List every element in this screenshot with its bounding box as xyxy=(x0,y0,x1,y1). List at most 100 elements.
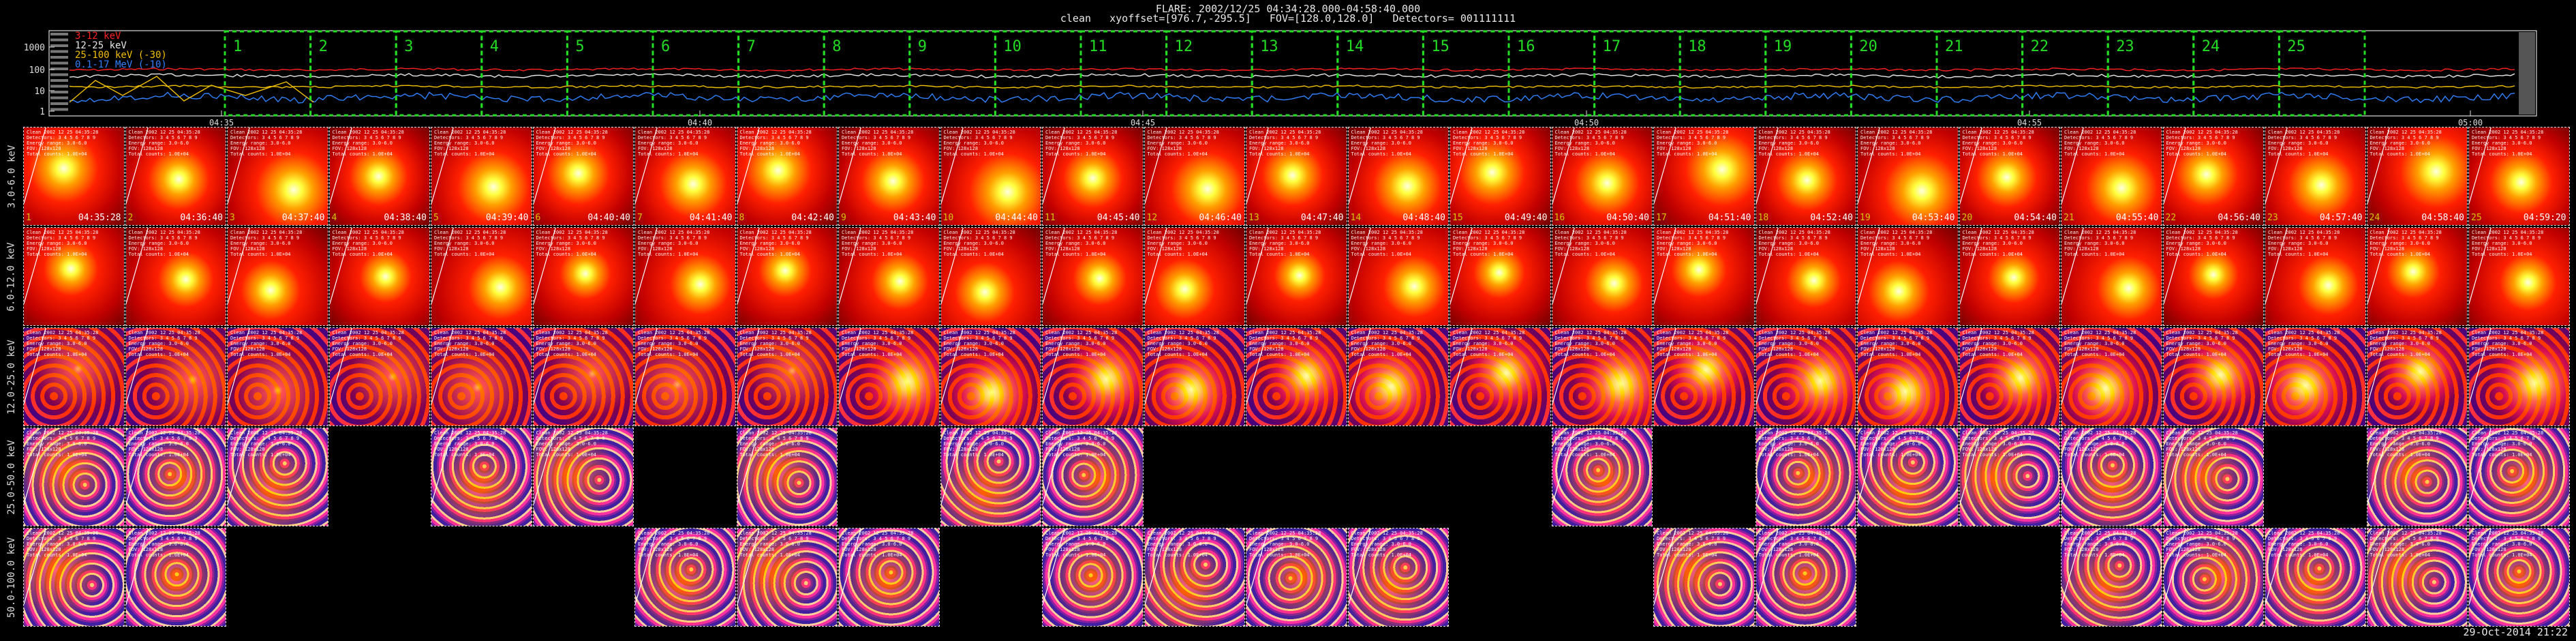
image-tile: Clean 2002 12 25 04:35:28 Detectors: 3 4… xyxy=(227,227,328,326)
legend-stripe xyxy=(50,102,68,105)
image-tile: Clean 2002 12 25 04:35:28 Detectors: 3 4… xyxy=(736,127,838,226)
tile-header: Clean 2002 12 25 04:35:28 Detectors: 3 4… xyxy=(842,230,914,257)
tile-header: Clean 2002 12 25 04:35:28 Detectors: 3 4… xyxy=(1351,531,1423,558)
image-tile: Clean 2002 12 25 04:35:28 Detectors: 3 4… xyxy=(2468,428,2570,526)
limb-line xyxy=(1654,328,1676,404)
plot-subtitle: clean xyoffset=[976.7,-295.5] FOV=[128.0… xyxy=(1060,12,1516,25)
tile-header: Clean 2002 12 25 04:35:28 Detectors: 3 4… xyxy=(2268,230,2340,257)
image-tile: Clean 2002 12 25 04:35:28 Detectors: 3 4… xyxy=(328,127,430,226)
source-image xyxy=(431,428,532,526)
limb-line xyxy=(1246,128,1269,204)
source-image xyxy=(1246,328,1347,426)
limb-line xyxy=(839,328,861,404)
tile-header: Clean 2002 12 25 04:35:28 Detectors: 3 4… xyxy=(2472,230,2544,257)
limb-line xyxy=(1552,128,1575,204)
image-tile: Clean 2002 12 25 04:35:28 Detectors: 3 4… xyxy=(634,528,736,627)
source-image xyxy=(431,228,532,325)
source-image xyxy=(533,228,633,325)
tile-header: Clean 2002 12 25 04:35:28 Detectors: 3 4… xyxy=(2064,330,2136,357)
source-image xyxy=(329,228,429,325)
interval-box xyxy=(2278,30,2366,117)
y-tick-label: 100 xyxy=(29,65,45,76)
legend-stripe xyxy=(50,96,68,100)
image-tile: Clean 2002 12 25 04:35:28 Detectors: 3 4… xyxy=(2162,227,2264,326)
image-tile: Clean 2002 12 25 04:35:28 Detectors: 3 4… xyxy=(1144,227,1245,326)
limb-line xyxy=(1755,428,1779,505)
source-image xyxy=(125,228,226,325)
tile-timestamp: 04:38:40 xyxy=(384,213,427,223)
limb-line xyxy=(2061,328,2084,404)
limb-line xyxy=(1755,228,1779,304)
source-image xyxy=(228,428,328,526)
image-tile: Clean 2002 12 25 04:35:28 Detectors: 3 4… xyxy=(1857,227,1959,326)
tile-timestamp: 04:50:40 xyxy=(1606,213,1649,223)
interval-box xyxy=(908,30,996,117)
image-tile: Clean 2002 12 25 04:35:28 Detectors: 3 4… xyxy=(328,327,430,426)
source-image xyxy=(1043,528,1143,626)
limb-line xyxy=(2469,228,2491,304)
source-image xyxy=(125,328,226,426)
y-tick-label: 1 xyxy=(40,107,45,117)
source-image xyxy=(1246,228,1347,325)
tile-header: Clean 2002 12 25 04:35:28 Detectors: 3 4… xyxy=(1758,531,1830,558)
source-image xyxy=(2163,128,2263,225)
tile-header: Clean 2002 12 25 04:35:28 Detectors: 3 4… xyxy=(1962,430,2034,458)
image-tile: Clean 2002 12 25 04:35:28 Detectors: 3 4… xyxy=(940,227,1041,326)
limb-line xyxy=(839,128,861,204)
limb-line xyxy=(1246,228,1269,304)
source-image xyxy=(533,128,633,225)
legend-stripe xyxy=(50,68,68,70)
limb-line xyxy=(1144,228,1167,304)
tile-timestamp: 04:37:40 xyxy=(281,213,325,223)
source-image xyxy=(2061,328,2162,426)
interval-box xyxy=(1764,30,1852,117)
limb-line xyxy=(1552,228,1575,304)
limb-line xyxy=(533,428,556,505)
image-tile: Clean 2002 12 25 04:35:28 Detectors: 3 4… xyxy=(1042,528,1144,627)
legend-stripe xyxy=(50,33,68,35)
source-image xyxy=(1755,228,1856,325)
legend-stripe xyxy=(50,44,68,47)
source-image xyxy=(2061,428,2162,526)
tile-header: Clean 2002 12 25 04:35:28 Detectors: 3 4… xyxy=(1962,230,2034,257)
source-image xyxy=(1959,428,2059,526)
interval-box xyxy=(1935,30,2024,117)
tile-header: Clean 2002 12 25 04:35:28 Detectors: 3 4… xyxy=(943,230,1015,257)
limb-line xyxy=(533,328,556,404)
image-tile: Clean 2002 12 25 04:35:28 Detectors: 3 4… xyxy=(2162,428,2264,526)
limb-line xyxy=(2163,428,2186,505)
limb-line xyxy=(125,428,149,505)
tile-header: Clean 2002 12 25 04:35:28 Detectors: 3 4… xyxy=(638,531,710,558)
interval-label: 7 xyxy=(747,38,756,55)
tile-header: Clean 2002 12 25 04:35:28 Detectors: 3 4… xyxy=(2166,230,2238,257)
interval-box xyxy=(1507,30,1596,117)
limb-line xyxy=(1348,528,1371,605)
tile-header: Clean 2002 12 25 04:35:28 Detectors: 3 4… xyxy=(1657,130,1729,157)
limb-line xyxy=(1043,528,1065,605)
limb-line xyxy=(1858,328,1880,404)
source-image xyxy=(2265,328,2365,426)
interval-box xyxy=(2021,30,2109,117)
image-tile: Clean 2002 12 25 04:35:28 Detectors: 3 4… xyxy=(2162,127,2264,226)
tile-header: Clean 2002 12 25 04:35:28 Detectors: 3 4… xyxy=(1453,130,1525,157)
tile-header: Clean 2002 12 25 04:35:28 Detectors: 3 4… xyxy=(943,130,1015,157)
limb-line xyxy=(125,228,149,304)
limb-line xyxy=(1654,228,1676,304)
x-tick-label: 04:40 xyxy=(688,118,712,126)
tile-header: Clean 2002 12 25 04:35:28 Detectors: 3 4… xyxy=(1758,130,1830,157)
limb-line xyxy=(635,528,658,605)
image-tile: Clean 2002 12 25 04:35:28 Detectors: 3 4… xyxy=(23,327,125,426)
image-tile: Clean 2002 12 25 04:35:28 Detectors: 3 4… xyxy=(431,127,532,226)
source-image xyxy=(1959,328,2059,426)
image-tile: Clean 2002 12 25 04:35:28 Detectors: 3 4… xyxy=(125,327,226,426)
tile-timestamp: 04:39:40 xyxy=(485,213,529,223)
tile-header: Clean 2002 12 25 04:35:28 Detectors: 3 4… xyxy=(2370,531,2442,558)
tile-header: Clean 2002 12 25 04:35:28 Detectors: 3 4… xyxy=(1045,430,1118,458)
source-image xyxy=(1043,328,1143,426)
source-image xyxy=(431,328,532,426)
tile-header: Clean 2002 12 25 04:35:28 Detectors: 3 4… xyxy=(1147,330,1219,357)
tile-header: Clean 2002 12 25 04:35:28 Detectors: 3 4… xyxy=(1554,330,1627,357)
image-tile: Clean 2002 12 25 04:35:28 Detectors: 3 4… xyxy=(1246,528,1347,627)
interval-label: 17 xyxy=(1603,38,1621,55)
limb-line xyxy=(1959,128,1982,204)
